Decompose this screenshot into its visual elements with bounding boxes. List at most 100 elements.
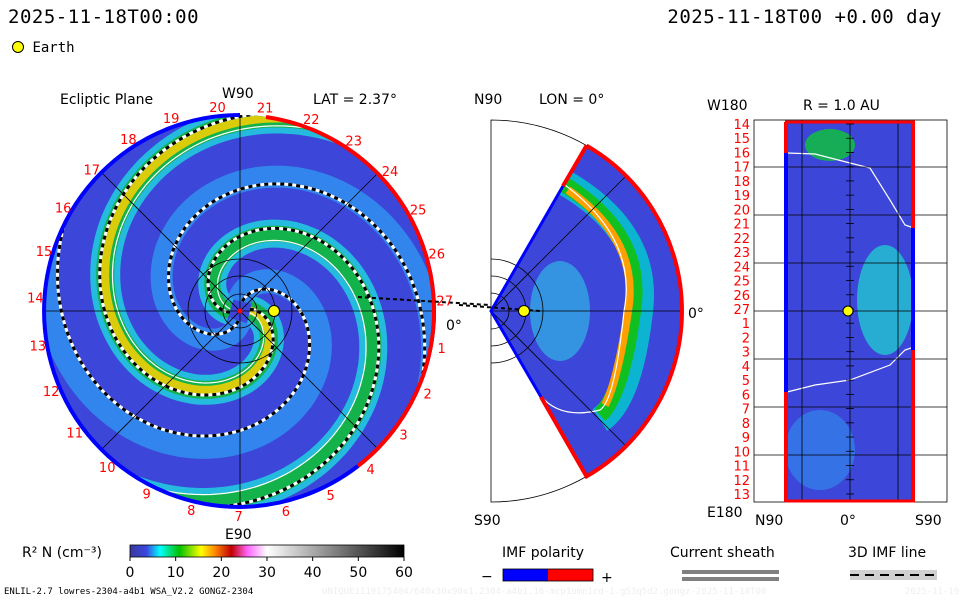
sector-label: 8 <box>742 417 750 432</box>
sector-label: 26 <box>428 247 445 262</box>
colorbar-tick-label: 20 <box>212 565 230 581</box>
imf-line-dash <box>121 226 381 507</box>
sector-label: 2 <box>423 388 431 403</box>
sector-label: 7 <box>234 510 242 525</box>
sector-label: 6 <box>282 505 290 520</box>
sector-label: 9 <box>742 431 750 446</box>
imf-line-title: 3D IMF line <box>848 545 926 561</box>
ecliptic-zero-label: 0° <box>446 318 462 334</box>
sector-label: 3 <box>742 346 750 361</box>
sector-label: 12 <box>733 474 750 489</box>
sector-label: 24 <box>382 165 399 180</box>
sector-label: 2 <box>742 332 750 347</box>
meridional-lon-label: LON = 0° <box>539 92 604 108</box>
sector-label: 20 <box>733 203 750 218</box>
imf-line-legend: 3D IMF line <box>848 545 937 580</box>
sector-label: 19 <box>733 189 750 204</box>
ecliptic-w90-label: W90 <box>222 86 254 102</box>
radial-title: R = 1.0 AU <box>803 98 880 114</box>
sector-label: 1 <box>742 317 750 332</box>
colorbar-tick-label: 10 <box>167 565 185 581</box>
radial-e180-label: E180 <box>707 505 743 521</box>
sector-label: 17 <box>733 161 750 176</box>
ecliptic-title: Ecliptic Plane <box>60 92 153 108</box>
earth-marker-meridional <box>518 305 530 317</box>
imf-plus-label: + <box>601 570 613 586</box>
ecliptic-lat-label: LAT = 2.37° <box>313 92 397 108</box>
earth-marker-radial <box>842 305 854 317</box>
radial-w180-label: W180 <box>707 98 748 114</box>
right-timestamp: 2025-11-18T00 +0.00 day <box>667 6 942 28</box>
sector-label: 7 <box>742 403 750 418</box>
current-sheath-line <box>111 125 335 384</box>
sector-label: 18 <box>120 133 137 148</box>
colorbar-label: R² N (cm⁻³) <box>22 545 102 561</box>
radial-s90-label: S90 <box>915 513 942 529</box>
colorbar-tick-label: 50 <box>349 565 367 581</box>
meridional-zero-label: 0° <box>688 306 704 322</box>
earth-marker-icon <box>12 41 24 53</box>
sector-label: 21 <box>257 102 274 117</box>
sector-label: 12 <box>43 385 60 400</box>
imf-minus-label: − <box>481 569 493 585</box>
model-info: ENLIL-2.7 lowres-2304-a4b1 WSA_V2.2 GONG… <box>4 587 254 597</box>
sector-label: 13 <box>30 339 47 354</box>
radial-n90-label: N90 <box>755 513 783 529</box>
radial-surface-panel: 1415161718192021222324252627123456789101… <box>707 98 948 529</box>
sector-label: 25 <box>410 204 427 219</box>
density-arm <box>150 165 436 481</box>
radial-zero-label: 0° <box>840 513 856 529</box>
sector-label: 11 <box>733 460 750 475</box>
sector-label: 23 <box>345 134 362 149</box>
sector-label: 22 <box>733 232 750 247</box>
sector-label: 3 <box>399 429 407 444</box>
sector-label: 13 <box>733 488 750 503</box>
sector-label: 4 <box>366 463 374 478</box>
imf-line-dash <box>98 115 352 397</box>
sector-label: 27 <box>733 303 750 318</box>
sector-label: 21 <box>733 218 750 233</box>
colorbar-tick-label: 0 <box>126 565 135 581</box>
colorbar-tick-label: 30 <box>258 565 276 581</box>
sector-label: 19 <box>163 112 180 127</box>
imf-line-dash <box>55 133 312 438</box>
density-arm <box>67 225 382 507</box>
sector-label: 5 <box>327 489 335 504</box>
meridional-plane-panel: N90 LON = 0° S90 0° <box>458 92 704 529</box>
sector-label: 4 <box>742 360 750 375</box>
sector-label: 26 <box>733 289 750 304</box>
run-id: UNIQUE1119175404/640x30x90x1.2304-a4b1.1… <box>322 587 767 597</box>
run-date: 2025-11-19 <box>905 587 960 597</box>
current-sheath-legend: Current sheath <box>670 545 779 581</box>
sector-label: 6 <box>742 388 750 403</box>
density-arm <box>44 147 332 459</box>
earth-legend-label: Earth <box>32 40 75 56</box>
left-timestamp: 2025-11-18T00:00 <box>8 6 200 28</box>
sector-label: 9 <box>143 488 151 503</box>
sector-label: 8 <box>187 504 195 519</box>
earth-legend: Earth <box>12 40 75 56</box>
sun-marker <box>237 308 243 314</box>
sector-label: 15 <box>733 132 750 147</box>
sector-label: 10 <box>733 445 750 460</box>
sector-label: 14 <box>27 292 44 307</box>
colorbar-tick-label: 60 <box>395 565 413 581</box>
earth-marker <box>268 305 280 317</box>
sector-label: 23 <box>733 246 750 261</box>
sector-label: 20 <box>209 101 226 116</box>
sector-label: 27 <box>436 294 453 309</box>
sector-label: 16 <box>55 201 72 216</box>
sector-label: 17 <box>84 163 101 178</box>
current-sheath-title: Current sheath <box>670 545 775 561</box>
sector-label: 14 <box>733 118 750 133</box>
sector-label: 5 <box>742 374 750 389</box>
imf-polarity-legend: IMF polarity − + <box>481 545 613 586</box>
colorbar: R² N (cm⁻³) 0 10 20 30 40 50 60 <box>22 544 413 581</box>
ecliptic-e90-label: E90 <box>225 527 252 543</box>
sector-label: 18 <box>733 175 750 190</box>
sector-label: 15 <box>36 245 53 260</box>
sector-label: 22 <box>303 113 320 128</box>
sector-label: 24 <box>733 260 750 275</box>
